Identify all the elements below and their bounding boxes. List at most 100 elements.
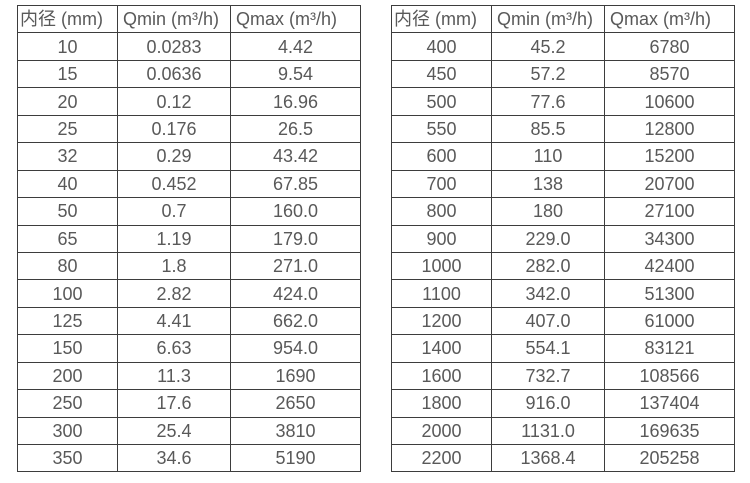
table-row: 300 25.4 3810 <box>17 416 361 446</box>
table-cell: 61000 <box>604 306 735 336</box>
table-cell: 80 <box>17 251 118 281</box>
column-header-diameter: 内径 (mm) <box>17 4 118 34</box>
table-cell: 1600 <box>391 361 492 391</box>
table-cell: 25 <box>17 114 118 144</box>
table-row: 1600 732.7 108566 <box>391 361 735 391</box>
table-row: 500 77.6 10600 <box>391 87 735 116</box>
header-row: 内径 (mm) Qmin (m³/h) Qmax (m³/h) <box>391 4 735 34</box>
table-cell: 900 <box>391 224 492 253</box>
table-cell: 100 <box>17 279 118 308</box>
table-row: 350 34.6 5190 <box>17 443 361 473</box>
table-cell: 26.5 <box>230 114 361 144</box>
column-header-qmin: Qmin (m³/h) <box>117 4 231 34</box>
table-cell: 32 <box>17 142 118 171</box>
table-row: 125 4.41 662.0 <box>17 306 361 336</box>
table-cell: 1.8 <box>117 251 231 281</box>
table-cell: 125 <box>17 306 118 336</box>
table-row: 25 0.176 26.5 <box>17 114 361 144</box>
table-cell: 0.176 <box>117 114 231 144</box>
table-cell: 110 <box>491 142 605 171</box>
table-cell: 200 <box>17 361 118 391</box>
table-cell: 0.452 <box>117 169 231 199</box>
table-cell: 6780 <box>604 32 735 61</box>
table-cell: 300 <box>17 416 118 446</box>
table-cell: 11.3 <box>117 361 231 391</box>
table-cell: 1100 <box>391 279 492 308</box>
table-cell: 954.0 <box>230 334 361 363</box>
table-cell: 800 <box>391 197 492 226</box>
table-row: 1100 342.0 51300 <box>391 279 735 308</box>
table-row: 65 1.19 179.0 <box>17 224 361 253</box>
table-cell: 4.42 <box>230 32 361 61</box>
table-row: 250 17.6 2650 <box>17 389 361 418</box>
table-row: 600 110 15200 <box>391 142 735 171</box>
table-row: 32 0.29 43.42 <box>17 142 361 171</box>
table-cell: 50 <box>17 197 118 226</box>
table-cell: 400 <box>391 32 492 61</box>
table-cell: 34300 <box>604 224 735 253</box>
table-cell: 916.0 <box>491 389 605 418</box>
table-row: 1000 282.0 42400 <box>391 251 735 281</box>
table-row: 800 180 27100 <box>391 197 735 226</box>
flow-spec-table-right: 内径 (mm) Qmin (m³/h) Qmax (m³/h) 400 45.2 6… <box>391 4 735 473</box>
table-cell: 42400 <box>604 251 735 281</box>
table-cell: 732.7 <box>491 361 605 391</box>
table-body: 10 0.0283 4.42 15 0.0636 9.54 20 0.12 16.96 25 0.1… <box>17 32 361 473</box>
table-cell: 12800 <box>604 114 735 144</box>
table-cell: 51300 <box>604 279 735 308</box>
table-cell: 20700 <box>604 169 735 199</box>
table-cell: 0.12 <box>117 87 231 116</box>
table-row: 10 0.0283 4.42 <box>17 32 361 61</box>
table-cell: 2000 <box>391 416 492 446</box>
flow-spec-table-left: 内径 (mm) Qmin (m³/h) Qmax (m³/h) 10 0.0283… <box>17 4 361 473</box>
table-cell: 5190 <box>230 443 361 473</box>
table-cell: 1131.0 <box>491 416 605 446</box>
table-row: 15 0.0636 9.54 <box>17 59 361 89</box>
table-cell: 16.96 <box>230 87 361 116</box>
column-header-diameter: 内径 (mm) <box>391 4 492 34</box>
table-cell: 662.0 <box>230 306 361 336</box>
table-cell: 0.29 <box>117 142 231 171</box>
table-cell: 67.85 <box>230 169 361 199</box>
table-cell: 1690 <box>230 361 361 391</box>
table-cell: 0.0636 <box>117 59 231 89</box>
table-cell: 2650 <box>230 389 361 418</box>
table-cell: 700 <box>391 169 492 199</box>
table-cell: 500 <box>391 87 492 116</box>
table-cell: 2.82 <box>117 279 231 308</box>
table-cell: 6.63 <box>117 334 231 363</box>
table-cell: 4.41 <box>117 306 231 336</box>
table-row: 1200 407.0 61000 <box>391 306 735 336</box>
table-row: 550 85.5 12800 <box>391 114 735 144</box>
table-row: 100 2.82 424.0 <box>17 279 361 308</box>
table-cell: 160.0 <box>230 197 361 226</box>
table-row: 150 6.63 954.0 <box>17 334 361 363</box>
table-cell: 40 <box>17 169 118 199</box>
header-row: 内径 (mm) Qmin (m³/h) Qmax (m³/h) <box>17 4 361 34</box>
column-header-qmax: Qmax (m³/h) <box>230 4 361 34</box>
table-cell: 85.5 <box>491 114 605 144</box>
table-cell: 271.0 <box>230 251 361 281</box>
table-row: 2000 1131.0 169635 <box>391 416 735 446</box>
table-cell: 34.6 <box>117 443 231 473</box>
table-cell: 138 <box>491 169 605 199</box>
table-cell: 1400 <box>391 334 492 363</box>
table-cell: 1200 <box>391 306 492 336</box>
table-cell: 1368.4 <box>491 443 605 473</box>
table-cell: 600 <box>391 142 492 171</box>
table-cell: 179.0 <box>230 224 361 253</box>
table-cell: 0.7 <box>117 197 231 226</box>
table-cell: 25.4 <box>117 416 231 446</box>
table-row: 200 11.3 1690 <box>17 361 361 391</box>
table-cell: 350 <box>17 443 118 473</box>
table-row: 400 45.2 6780 <box>391 32 735 61</box>
table-row: 1400 554.1 83121 <box>391 334 735 363</box>
table-row: 700 138 20700 <box>391 169 735 199</box>
table-cell: 45.2 <box>491 32 605 61</box>
table-row: 40 0.452 67.85 <box>17 169 361 199</box>
table-cell: 407.0 <box>491 306 605 336</box>
table-cell: 554.1 <box>491 334 605 363</box>
table-cell: 17.6 <box>117 389 231 418</box>
table-row: 50 0.7 160.0 <box>17 197 361 226</box>
table-cell: 10 <box>17 32 118 61</box>
